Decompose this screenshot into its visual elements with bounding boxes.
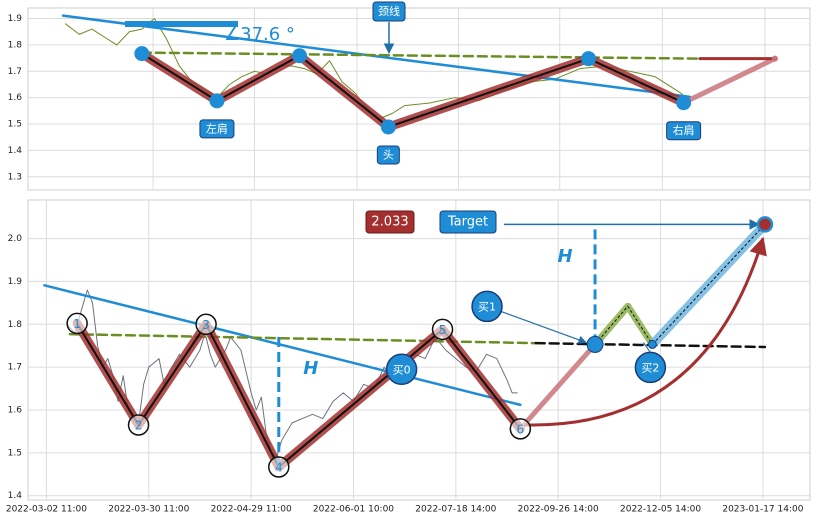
buy-badge xyxy=(634,351,667,384)
buy-badge xyxy=(471,290,503,323)
zigzag-core xyxy=(594,305,653,345)
pattern-label-box xyxy=(199,119,235,139)
pattern-core xyxy=(141,52,685,129)
buy-badge xyxy=(385,353,418,386)
pattern-point xyxy=(127,414,150,436)
annotation-layer: ∠37.6 ° 颈线 2.033 Target 左肩头 右肩 1 2 3 4 5 6 H H 买0 买… xyxy=(66,1,774,478)
pattern-point xyxy=(581,51,597,67)
y-tick-label: 1.7 xyxy=(8,363,22,373)
pattern-label-box xyxy=(666,121,702,141)
pattern-point xyxy=(431,318,454,341)
pattern-label: 右肩 xyxy=(673,123,695,137)
y-tick-label: 1.7 xyxy=(8,67,22,77)
pattern-label: 头 xyxy=(383,148,394,161)
y-tick-label: 1.4 xyxy=(8,146,23,156)
projection-line xyxy=(517,341,598,432)
projection-curve xyxy=(524,236,767,427)
pattern-point-label: 5 xyxy=(439,323,447,337)
pattern-point xyxy=(195,313,217,336)
y-tick-label: 1.3 xyxy=(8,172,22,182)
neckline-label-box xyxy=(372,1,406,22)
x-tick-label: 2022-09-26 14:00 xyxy=(518,505,599,515)
target-box xyxy=(439,210,497,234)
y-tick-label: 1.4 xyxy=(8,491,23,501)
buy-label: 买2 xyxy=(641,361,659,374)
y-tick-label: 2.0 xyxy=(8,234,23,244)
pattern-point-label: 1 xyxy=(73,317,81,331)
target-label: Target xyxy=(447,215,488,230)
projection-line xyxy=(681,56,778,106)
y-tick-label: 1.9 xyxy=(8,14,23,24)
y-tick-label: 1.8 xyxy=(8,40,23,50)
y-tick-label: 1.5 xyxy=(8,120,22,130)
x-tick-label: 2023-01-17 14:00 xyxy=(722,505,803,515)
pattern-point xyxy=(66,312,88,335)
y-tick-label: 1.9 xyxy=(8,277,23,287)
target-point xyxy=(756,216,774,233)
buy-label: 买0 xyxy=(393,363,411,376)
target-end xyxy=(771,55,778,62)
rise-core xyxy=(652,224,766,345)
x-tick-label: 2022-07-18 14:00 xyxy=(415,505,496,515)
y-tick-label: 1.5 xyxy=(8,448,22,458)
height-label: H xyxy=(558,246,573,267)
trend-line xyxy=(43,284,522,407)
buy-label: 买1 xyxy=(478,300,496,313)
trend-line xyxy=(61,14,692,99)
pattern-core xyxy=(76,322,522,469)
x-tick-label: 2022-04-29 11:00 xyxy=(211,505,292,515)
y-tick-label: 1.6 xyxy=(8,406,23,416)
pattern-point xyxy=(209,93,225,109)
x-tick-label: 2022-03-02 11:00 xyxy=(6,505,87,515)
y-tick-label: 1.8 xyxy=(8,320,23,330)
pattern-label-box xyxy=(376,145,400,165)
neckline-line xyxy=(140,51,702,60)
pattern-point-label: 4 xyxy=(275,461,283,475)
pattern-point xyxy=(292,48,308,64)
pattern-point xyxy=(676,95,692,111)
angle-label: ∠37.6 ° xyxy=(224,24,295,45)
buy-arrow xyxy=(500,310,587,344)
price-line xyxy=(66,289,518,458)
pattern-point xyxy=(268,456,290,478)
height-label: H xyxy=(303,358,318,379)
pattern-point xyxy=(134,46,150,62)
target-value-label: 2.033 xyxy=(371,215,408,230)
pattern-point-label: 2 xyxy=(135,419,143,433)
x-tick-label: 2022-03-30 11:00 xyxy=(108,505,189,515)
buy-point xyxy=(586,335,604,353)
neckline-line xyxy=(68,332,537,345)
plot-layer: 1.3 1.4 1.5 1.6 1.7 1.8 1.9 1.4 1.5 1.6 1.7 1.8 1.9 2… xyxy=(6,7,811,515)
pattern-point-label: 6 xyxy=(517,422,525,436)
x-tick-label: 2022-12-05 14:00 xyxy=(620,505,701,515)
pattern-label: 左肩 xyxy=(206,121,228,135)
x-tick-label: 2022-06-01 10:00 xyxy=(313,505,394,515)
buy-point xyxy=(647,339,657,349)
y-tick-label: 1.6 xyxy=(8,93,23,103)
pattern-point xyxy=(380,119,396,135)
target-value-box xyxy=(365,210,415,234)
pattern-point xyxy=(509,418,532,440)
neckline-label: 颈线 xyxy=(378,4,400,18)
pattern-point-label: 3 xyxy=(202,318,210,332)
